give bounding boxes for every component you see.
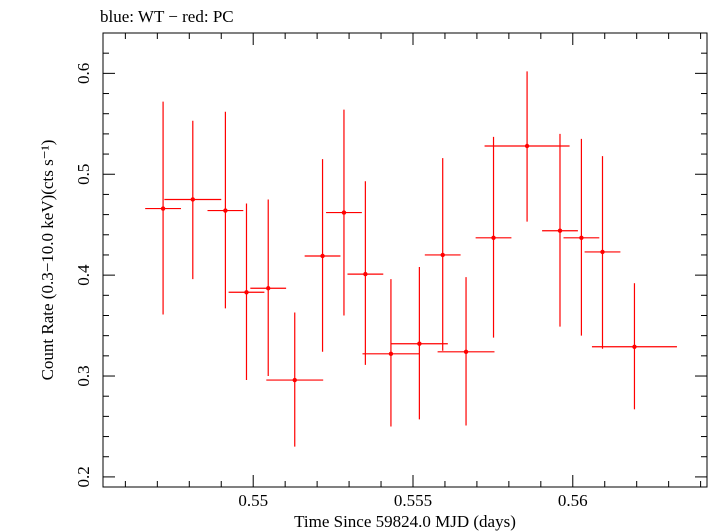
point-marker (190, 197, 196, 202)
y-tick-label: 0.3 (74, 365, 93, 386)
point-marker (160, 206, 166, 211)
data-point (424, 158, 461, 351)
data-point (542, 133, 578, 327)
y-tick-label: 0.4 (74, 264, 93, 286)
data-point (326, 109, 362, 316)
y-tick-label: 0.6 (74, 63, 93, 84)
plot-frame (102, 32, 708, 488)
point-marker (491, 235, 496, 241)
point-marker (600, 249, 605, 255)
x-tick-label: 0.55 (238, 491, 268, 510)
y-axis-ticks (103, 32, 707, 478)
x-axis-label: Time Since 59824.0 MJD (days) (294, 512, 516, 531)
point-marker (557, 228, 563, 233)
x-tick-label: 0.555 (394, 491, 432, 510)
chart-title: blue: WT − red: PC (100, 7, 234, 26)
point-marker (579, 235, 584, 241)
point-marker (417, 341, 422, 346)
point-marker (320, 253, 325, 259)
point-marker (440, 252, 445, 258)
data-point (145, 101, 181, 315)
data-point (207, 111, 244, 309)
point-marker (524, 143, 530, 149)
plot-border (102, 32, 708, 488)
y-tick-label: 0.2 (74, 466, 93, 487)
data-point (563, 138, 600, 336)
point-marker (388, 351, 394, 357)
data-point (484, 71, 570, 222)
point-marker (632, 344, 637, 349)
point-marker (244, 290, 249, 295)
data-point (164, 120, 222, 280)
x-axis-ticks (124, 33, 702, 487)
data-point (591, 283, 677, 410)
data-point (390, 267, 448, 420)
data-point (362, 279, 420, 427)
point-marker (341, 210, 347, 215)
data-point (266, 312, 324, 447)
x-axis-tick-labels: 0.55 0.555 0.56 (238, 491, 587, 510)
data-point (347, 181, 384, 365)
y-axis-label: Count Rate (0.3−10.0 keV)(cts s⁻¹) (38, 140, 57, 381)
data-point (437, 277, 495, 426)
data-points (145, 71, 677, 447)
data-point (475, 136, 512, 338)
point-marker (266, 286, 271, 291)
y-tick-label: 0.5 (74, 164, 93, 185)
point-marker (363, 271, 368, 277)
point-marker (223, 208, 228, 213)
x-tick-label: 0.56 (558, 491, 588, 510)
data-point (228, 203, 265, 381)
data-point (584, 156, 621, 349)
point-marker (463, 349, 469, 355)
data-point (250, 199, 287, 377)
data-point (304, 159, 341, 352)
y-axis-tick-labels: 0.2 0.3 0.4 0.5 0.6 (74, 63, 93, 488)
point-marker (292, 377, 297, 383)
